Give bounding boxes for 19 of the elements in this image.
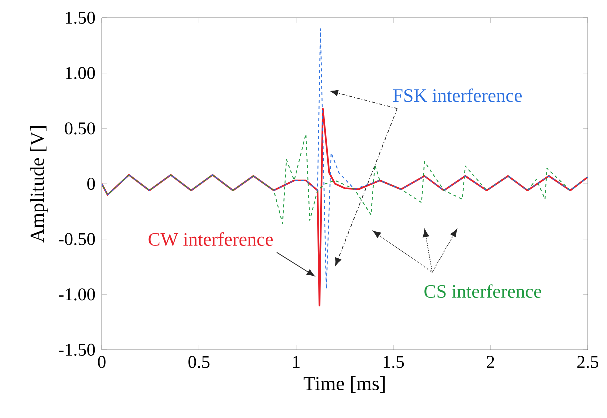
y-tick-label: 0 [88,178,96,190]
text: CS interference [424,284,542,298]
x-tick-label: 0.5 [188,356,210,368]
y-tick-label: 0.50 [65,122,96,135]
y-tick-label: 1.50 [66,12,96,24]
y-tick-label: -1.50 [59,344,96,356]
x-tick-label: 1 [293,356,300,368]
y-tick-label: -0.50 [59,233,96,246]
x-axis-title: Time [ms] [304,376,385,394]
y-tick-label: -1.00 [59,288,96,301]
y-axis-title: Amplitude [V] [30,126,48,243]
x-tick-label: 0 [98,356,106,368]
x-tick-label: 2.5 [578,356,599,368]
text: FSK interference [393,88,522,102]
text: CW interference [148,232,274,246]
x-tick-label: 2 [487,356,494,368]
line-series [102,108,588,307]
y-tick-label: 1.00 [66,67,96,80]
x-tick-label: 1.5 [384,356,404,368]
